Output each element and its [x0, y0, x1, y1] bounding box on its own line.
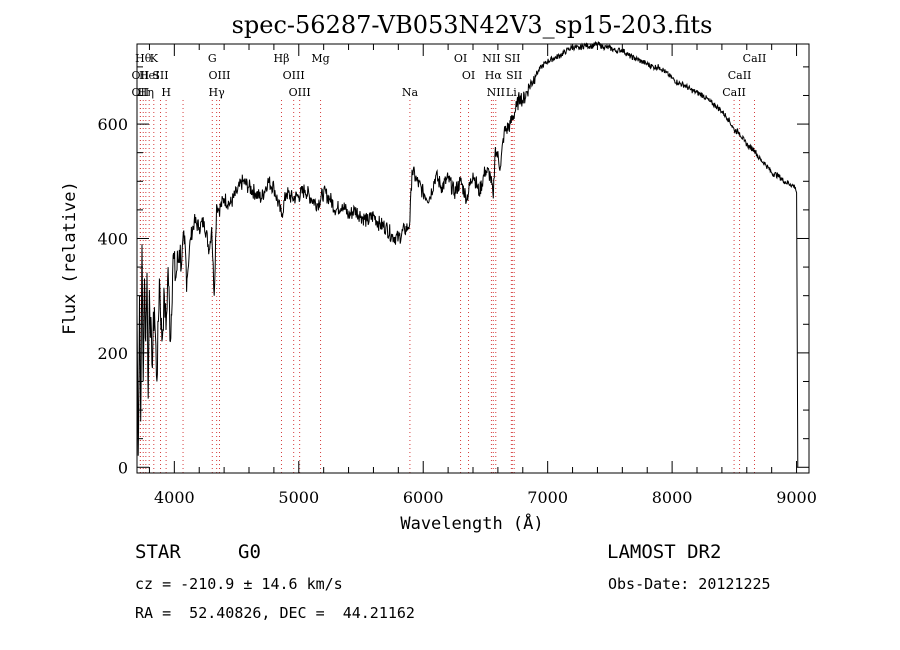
spectral-line-label: SII — [506, 69, 522, 82]
spectral-line-label: G — [208, 52, 217, 65]
ra-dec: RA = 52.40826, DEC = 44.21162 — [135, 604, 415, 622]
spectral-line-label: Mg — [311, 52, 329, 65]
obs-date: Obs-Date: 20121225 — [608, 575, 771, 593]
object-class: STAR — [135, 541, 181, 563]
y-tick-label: 200 — [97, 344, 128, 363]
spectral-line-label: OIII — [283, 69, 305, 82]
spectral-line-label: OI — [454, 52, 467, 65]
spectral-line-label: CaII — [722, 86, 746, 99]
spectral-line-label: NII — [487, 86, 505, 99]
spectral-line-label: HeI — [139, 69, 159, 82]
spectral-line-label: SII — [504, 52, 520, 65]
spectral-line-label: Hη — [138, 86, 154, 99]
plot-frame — [136, 43, 810, 474]
spectral-line-label: H — [161, 86, 171, 99]
spectral-line-label: Hα — [485, 69, 503, 82]
spectral-lines-layer: OII OII Hθ Hη HeI K SII H G Hγ OIII Hβ OIII OIII Mg Na O… — [132, 52, 767, 473]
y-axis-label: Flux (relative) — [60, 181, 80, 335]
redshift-cz: cz = -210.9 ± 14.6 km/s — [135, 575, 343, 593]
spectral-line-label: OI — [462, 69, 475, 82]
spectral-line-label: Na — [402, 86, 419, 99]
spectrum-line — [136, 40, 799, 468]
x-tick-label: 8000 — [652, 488, 693, 507]
x-tick-label: 4000 — [154, 488, 195, 507]
spectral-line-label: Hβ — [274, 52, 290, 65]
spectral-line-label: OIII — [289, 86, 311, 99]
spectral-line-label: Li — [506, 86, 517, 99]
spectral-line-label: Hθ — [135, 52, 152, 65]
spectral-line-label: CaII — [728, 69, 752, 82]
survey-name: LAMOST DR2 — [607, 541, 722, 563]
spectral-line-label: K — [150, 52, 159, 65]
y-tick-label: 0 — [118, 458, 128, 477]
x-tick-label: 5000 — [278, 488, 319, 507]
spectral-line-label: Hγ — [209, 86, 226, 99]
y-tick-label: 600 — [97, 115, 128, 134]
chart-title: spec-56287-VB053N42V3_sp15-203.fits — [232, 11, 713, 39]
x-tick-label: 7000 — [527, 488, 568, 507]
y-tick-label: 400 — [97, 229, 128, 248]
spectral-line-label: OII — [132, 69, 150, 82]
object-subclass: G0 — [238, 541, 261, 563]
x-tick-label: 6000 — [403, 488, 444, 507]
x-axis-label: Wavelength (Å) — [400, 512, 543, 534]
spectral-line-label: NII — [482, 52, 500, 65]
spectral-line-label: CaII — [743, 52, 767, 65]
axis-ticks-layer: 4000 5000 6000 7000 8000 9000 0 200 400 600 — [97, 44, 817, 507]
spectral-line-label: OIII — [208, 69, 230, 82]
spectral-line-label: SII — [152, 69, 168, 82]
spectral-line-label: OII — [132, 86, 150, 99]
x-tick-label: 9000 — [776, 488, 817, 507]
